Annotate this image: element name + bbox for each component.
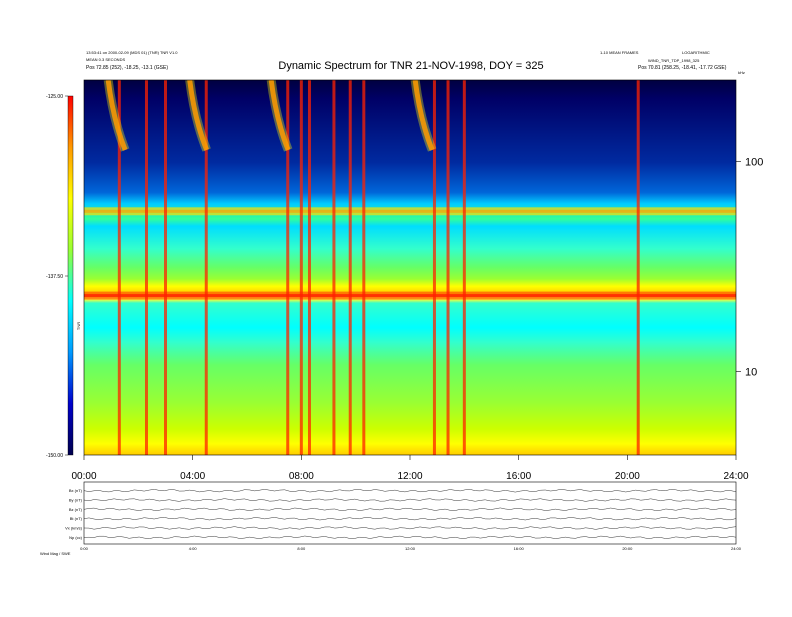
radio-burst [164, 80, 167, 455]
type-iii-burst-halo [103, 80, 130, 152]
type-iii-bursts [103, 80, 437, 152]
radio-burst [332, 80, 336, 455]
lower-panel-row-label: Np (cc) [69, 535, 83, 540]
lower-panel-row-label: By (nT) [69, 498, 83, 503]
x-axis: 00:00 04:00 08:00 12:00 16:00 20:00 24:00 [71, 455, 749, 482]
radio-bursts [117, 80, 640, 455]
lower-panel-row-label: Bx (nT) [69, 488, 83, 493]
colorbar-ticks: -125.00 -137.50 -150.00 [46, 94, 68, 459]
header-right-line-2: LOGARITHMIC [682, 50, 710, 55]
lower-panel-trace [83, 507, 737, 511]
type-iii-burst [187, 80, 209, 151]
x-tick-label: 16:00 [506, 471, 531, 482]
colorbar: -125.00 -137.50 -150.00 TNR [46, 94, 81, 459]
lower-panel-trace [83, 517, 737, 521]
radio-burst [144, 80, 148, 455]
radio-burst [362, 80, 366, 455]
radio-burst [307, 80, 311, 455]
lower-panel-row-label: Vx (km/s) [65, 526, 83, 531]
header-left-line-1: 13:53:41 on 2000-02-09 (MDS 01) (TNR) TN… [86, 50, 178, 55]
radio-burst [348, 80, 352, 455]
lower-panel-x-tick-label: 12:00 [405, 546, 416, 551]
radio-burst [432, 80, 436, 455]
radio-burst [286, 80, 290, 455]
lower-panel-footer: Wind Mag / SWE [40, 551, 71, 556]
type-iii-burst-halo [410, 80, 437, 152]
y-axis-right: 100 10 kHz [736, 70, 763, 378]
x-tick-label: 24:00 [723, 471, 748, 482]
lower-panel-x-axis: 0:00 4:00 8:00 12:00 16:00 20:00 24:00 [80, 546, 742, 551]
radio-burst [299, 80, 303, 455]
colorbar-tick-label: -150.00 [46, 453, 63, 459]
radio-burst [204, 80, 208, 455]
radio-burst [636, 80, 640, 455]
type-iii-burst [412, 80, 435, 151]
x-tick-label: 04:00 [180, 471, 205, 482]
colorbar-tick-label: -137.50 [46, 274, 63, 280]
x-tick-label: 08:00 [289, 471, 314, 482]
x-tick-label: 20:00 [615, 471, 640, 482]
lower-panel-row-label: Bt (nT) [70, 516, 83, 521]
header-left-line-2: MEAN 0.3 SECONDS [86, 57, 125, 62]
radio-burst [462, 80, 466, 455]
spectrogram [84, 80, 736, 455]
colorbar-tick-label: -125.00 [46, 94, 63, 100]
colorbar-bar [67, 95, 74, 456]
x-tick-label: 12:00 [397, 471, 422, 482]
x-tick-label: 00:00 [71, 471, 96, 482]
lower-panel-x-tick-label: 0:00 [80, 546, 89, 551]
header-right-line-4: Pos 70.81 (258.25, -18.41, -17.72 GSE) [638, 65, 727, 71]
y-axis-unit: kHz [738, 70, 745, 75]
header-right-line-3: WIND_TNR_TDP_1998_325 [648, 58, 700, 63]
radio-burst [117, 80, 121, 455]
lower-panel-row-label: Bz (nT) [69, 507, 83, 512]
emission-bands [84, 207, 736, 300]
lower-panel-trace [83, 489, 737, 493]
header-right-line-1: 1-10 MEAN FRAMES [600, 50, 639, 55]
lower-panel-x-tick-label: 8:00 [297, 546, 306, 551]
spectrogram-background [84, 80, 736, 455]
type-iii-burst-halo [266, 80, 293, 152]
type-iii-burst-halo [185, 80, 211, 152]
lower-panel-trace [83, 498, 737, 502]
lower-panel-x-tick-label: 16:00 [514, 546, 525, 551]
lower-panel-x-tick-label: 20:00 [622, 546, 633, 551]
type-iii-burst [268, 80, 291, 151]
chart-title: Dynamic Spectrum for TNR 21-NOV-1998, DO… [278, 60, 543, 72]
colorbar-label: TNR [76, 322, 81, 330]
lower-panel: Bx (nT) By (nT) Bz (nT) Bt (nT) Vx (km/s) Np … [40, 481, 742, 556]
lower-panel-rows: Bx (nT) By (nT) Bz (nT) Bt (nT) Vx (km/s) Np … [65, 488, 737, 540]
lower-panel-trace [83, 526, 737, 530]
y-tick-label: 100 [745, 157, 763, 169]
header-left-line-3: Pos 72.85 (252), -18.25, -13.1 (GSE) [86, 65, 168, 71]
radio-burst [446, 80, 450, 455]
y-tick-label: 10 [745, 366, 757, 378]
lower-panel-x-tick-label: 4:00 [189, 546, 198, 551]
type-iii-burst [105, 80, 128, 151]
lower-panel-trace [83, 535, 737, 539]
emission-band-core [84, 294, 736, 298]
lower-panel-x-tick-label: 24:00 [731, 546, 742, 551]
emission-band-core [84, 209, 736, 213]
lower-panel-frame [83, 481, 737, 545]
